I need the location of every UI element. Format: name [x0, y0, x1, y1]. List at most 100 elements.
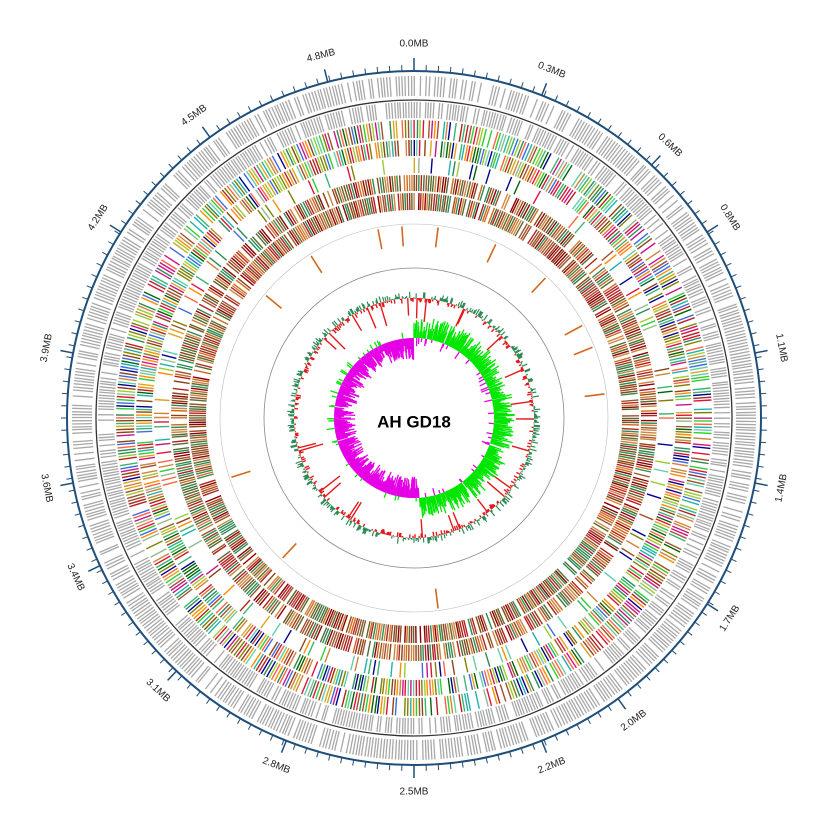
ring-forward-cds: [71, 75, 757, 761]
scale-major-tick: [201, 126, 211, 138]
feature-ticks: [208, 161, 651, 667]
feature-ticks: [157, 199, 642, 678]
scale-tick-label: 2.2MB: [536, 755, 567, 776]
feature-ticks: [137, 141, 692, 694]
feature-ticks: [143, 142, 692, 696]
feature-ticks: [136, 140, 692, 696]
scale-tick-label: 0.3MB: [536, 60, 567, 81]
feature-ticks: [172, 165, 674, 678]
feature-ticks: [188, 194, 640, 642]
feature-ticks: [115, 127, 666, 716]
feature-ticks: [116, 120, 712, 705]
feature-ticks: [116, 126, 708, 716]
scale-tick-label: 1.1MB: [773, 333, 789, 364]
gc-skew-negative: [333, 337, 494, 499]
feature-ticks: [123, 120, 712, 716]
feature-ticks: [190, 193, 639, 643]
feature-ticks: [140, 150, 690, 696]
feature-ticks: [97, 101, 731, 735]
scale-major-tick: [109, 224, 122, 233]
scale-major-tick: [754, 482, 768, 487]
rrna-ring-circle: [263, 267, 565, 569]
feature-ticks: [137, 152, 669, 695]
feature-ticks: [116, 120, 712, 715]
gc-skew-positive: [326, 318, 515, 518]
feature-ticks: [178, 230, 556, 678]
feature-ticks: [116, 124, 713, 717]
gc-content-negative: [294, 297, 535, 538]
feature-ticks: [118, 121, 712, 714]
feature-ticks: [190, 193, 639, 643]
feature-ticks: [71, 75, 757, 761]
feature-ticks: [116, 120, 712, 715]
feature-ticks: [171, 175, 657, 661]
feature-ticks: [189, 192, 640, 644]
feature-ticks: [118, 123, 712, 716]
feature-ticks: [137, 139, 691, 693]
feature-ticks: [136, 139, 649, 696]
feature-ticks: [153, 166, 640, 678]
scale-major-tick: [323, 69, 329, 83]
ring-separator-outer: [95, 99, 733, 737]
scale-major-tick: [167, 670, 178, 681]
ring-brown-reverse: [188, 192, 640, 644]
feature-ticks: [176, 367, 670, 675]
feature-ticks: [472, 165, 673, 394]
scale-major-tick: [87, 565, 101, 572]
feature-ticks: [136, 140, 690, 694]
feature-ticks: [188, 193, 639, 644]
ring-reverse-cds: [97, 101, 731, 735]
scale-major-tick: [706, 224, 719, 233]
scale-major-tick: [280, 740, 287, 753]
scale-tick-label: 3.4MB: [64, 562, 86, 593]
feature-ticks: [160, 157, 658, 549]
scale-tick-label: 3.1MB: [144, 677, 173, 705]
feature-ticks: [138, 140, 692, 697]
feature-ticks: [153, 260, 671, 672]
scale-major-tick: [541, 740, 548, 753]
gc-content-track: [287, 291, 541, 544]
rrna-ring-outer-circle: [219, 223, 609, 613]
feature-ticks: [116, 122, 712, 714]
feature-rings: [71, 75, 757, 761]
gc-content-positive: [287, 291, 541, 544]
feature-ticks: [121, 125, 692, 716]
scale-major-tick: [754, 349, 768, 354]
feature-ticks: [142, 141, 692, 696]
scale-tick-label: 2.8MB: [261, 755, 292, 776]
scale-tick-label: 4.2MB: [86, 202, 111, 233]
rrna-marker-ring: [219, 223, 609, 613]
feature-ticks: [135, 142, 692, 696]
feature-ticks: [116, 120, 709, 704]
feature-ticks: [120, 121, 712, 717]
feature-ticks: [137, 140, 693, 697]
scale-tick-label: 0.0MB: [400, 39, 429, 50]
scale-major-tick: [650, 155, 661, 166]
ring-cog-forward: [115, 119, 713, 717]
scale-tick-label: 1.4MB: [773, 473, 789, 504]
ring-cog-reverse: [135, 139, 693, 697]
genome-title: AH GD18: [377, 412, 451, 431]
scale-tick-label: 1.7MB: [718, 603, 743, 634]
scale-major-tick: [617, 698, 627, 710]
scale-tick-label: 3.6MB: [38, 473, 54, 504]
feature-ticks: [117, 120, 705, 715]
feature-ticks: [171, 176, 658, 661]
feature-ticks: [158, 159, 671, 678]
feature-ticks: [171, 250, 654, 557]
scale-major-tick: [60, 482, 74, 487]
feature-ticks: [162, 350, 669, 671]
feature-ticks: [155, 442, 429, 678]
feature-ticks: [136, 140, 692, 685]
feature-ticks: [135, 140, 691, 696]
scale-major-tick: [60, 349, 74, 354]
feature-ticks: [137, 140, 692, 696]
scale-tick-label: 2.0MB: [619, 708, 649, 734]
scale-major-tick: [706, 603, 719, 612]
scale-major-tick: [541, 83, 548, 96]
feature-ticks: [171, 175, 657, 661]
feature-ticks: [159, 178, 656, 661]
scale-tick-label: 3.9MB: [39, 332, 55, 363]
feature-ticks: [136, 148, 689, 690]
